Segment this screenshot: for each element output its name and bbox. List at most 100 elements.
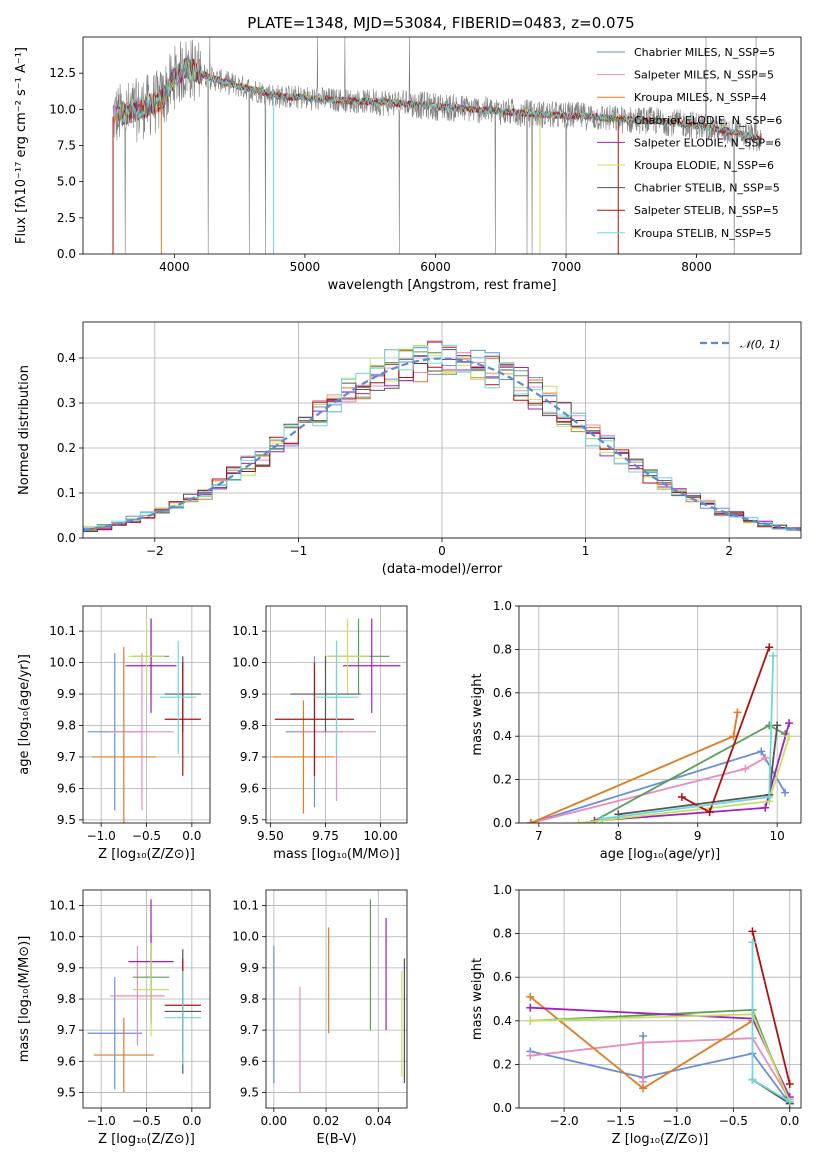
x-tick-label: 10.00 (363, 829, 397, 843)
weight-series-line (530, 1037, 791, 1100)
weight-point-marker (526, 1051, 535, 1060)
weight-point-marker (598, 814, 607, 823)
figure-title: PLATE=1348, MJD=53084, FIBERID=0483, z=0… (247, 14, 634, 32)
mass_vs_ebv-panel: 0.00 0.02 0.04 9.5 9.6 9.7 9.8 9.9 10.0 10.1 E(B-V… (232, 889, 408, 1147)
weight-point-marker (773, 721, 782, 730)
x-tick-label: 0.00 (260, 1114, 287, 1128)
y-tick-label: 0.4 (493, 1014, 512, 1028)
x-axis-label: mass [log₁₀(M/M⊙)] (273, 847, 400, 862)
weight-point-marker (748, 938, 757, 947)
x-axis-label: wavelength [Angstrom, rest frame] (328, 278, 557, 293)
weight-point-marker (785, 732, 794, 741)
axes-frame (265, 605, 408, 824)
gaussian-curve (83, 357, 801, 532)
legend-entry: 𝒩(0, 1) (740, 338, 780, 351)
y-tick-label: 9.8 (240, 992, 259, 1006)
y-tick-label: 0.1 (57, 486, 76, 500)
weight-point-marker (781, 788, 790, 797)
spectrum-panel: 4000 5000 6000 7000 8000 0.0 2.5 5.0 7.5 10.0 12.5… (14, 36, 802, 293)
weight-point-marker (526, 992, 535, 1001)
weight-point-marker (526, 1016, 535, 1025)
weight-point-marker (769, 651, 778, 660)
axes-frame (82, 36, 802, 255)
x-tick-label: −1 (290, 544, 308, 558)
x-tick-label: 7000 (551, 260, 582, 274)
y-tick-label: 9.7 (240, 750, 259, 764)
weight-point-marker (748, 1075, 757, 1084)
y-tick-label: 10.0 (232, 656, 259, 670)
plot-area (526, 927, 794, 1108)
y-tick-label: 0.6 (493, 686, 512, 700)
x-tick-label: 6000 (420, 260, 451, 274)
axes-frame (82, 605, 211, 824)
legend-entry: Kroupa ELODIE, N_SSP=6 (634, 159, 774, 172)
x-tick-label: 0.0 (182, 829, 201, 843)
x-tick-label: 7 (535, 829, 543, 843)
x-tick-label: −2.0 (550, 1114, 579, 1128)
legend-entry: Kroupa STELIB, N_SSP=5 (634, 227, 772, 240)
axes-frame (518, 605, 802, 824)
weight-point-marker (757, 747, 766, 756)
x-tick-label: 0.04 (365, 1114, 392, 1128)
x-axis-label: Z [log₁₀(Z/Z⊙)] (98, 847, 195, 862)
age_vs_Z-panel: −1.0 −0.5 0.0 9.5 9.6 9.7 9.8 9.9 10.0 10.1 Z [log… (17, 605, 211, 862)
legend-entry: Chabrier MILES, N_SSP=5 (634, 46, 775, 59)
weight-point-marker (761, 803, 770, 812)
weight-series-line (681, 646, 771, 814)
y-tick-label: 2.5 (57, 211, 76, 225)
y-tick-label: 9.8 (57, 719, 76, 733)
weight_vs_age-panel: 7 8 9 10 0.0 0.2 0.4 0.6 0.8 1.0 age [log₁₀(age/yr… (470, 599, 802, 862)
x-tick-label: 8000 (681, 260, 712, 274)
y-tick-label: 0.2 (493, 773, 512, 787)
x-tick-label: −0.5 (132, 829, 161, 843)
plot-area (273, 899, 405, 1093)
axes-frame (265, 889, 408, 1109)
weight-series-line (530, 1008, 791, 1104)
y-tick-label: 9.9 (57, 687, 76, 701)
weight-point-marker (785, 1097, 794, 1106)
y-tick-label: 9.7 (57, 1023, 76, 1037)
weight-point-marker (761, 753, 770, 762)
x-tick-label: −0.5 (132, 1114, 161, 1128)
x-tick-label: −0.5 (719, 1114, 748, 1128)
y-tick-label: 9.5 (57, 813, 76, 827)
plot-area (83, 340, 801, 533)
x-tick-label: 0.02 (313, 1114, 340, 1128)
weight-series-line (594, 722, 790, 822)
weight-point-marker (526, 819, 535, 823)
weight-point-marker (526, 1003, 535, 1012)
y-axis-label: mass weight (470, 673, 485, 755)
x-tick-label: 1 (582, 544, 590, 558)
y-tick-label: 0.2 (57, 441, 76, 455)
y-tick-label: 9.5 (240, 813, 259, 827)
weight-point-marker (748, 927, 757, 936)
y-tick-label: 1.0 (493, 883, 512, 897)
x-tick-label: 0.0 (182, 1114, 201, 1128)
legend-entry: Salpeter ELODIE, N_SSP=6 (634, 136, 781, 149)
y-axis-label: age [log₁₀(age/yr)] (17, 654, 32, 775)
legend-entry: Salpeter STELIB, N_SSP=5 (634, 204, 779, 217)
legend-entry: Salpeter MILES, N_SSP=5 (634, 69, 774, 82)
x-tick-label: 2 (725, 544, 733, 558)
weight-point-marker (639, 1084, 648, 1093)
y-tick-label: 0.4 (57, 351, 76, 365)
axes-frame (518, 889, 802, 1109)
x-tick-label: −1.0 (662, 1114, 691, 1128)
y-axis-label: mass weight (470, 958, 485, 1040)
x-tick-label: 0.0 (780, 1114, 799, 1128)
y-tick-label: 9.6 (57, 781, 76, 795)
y-tick-label: 7.5 (57, 139, 76, 153)
y-tick-label: 10.0 (49, 930, 76, 944)
y-tick-label: 9.6 (240, 1054, 259, 1068)
x-axis-label: E(B-V) (316, 1132, 356, 1147)
legend-entry: Chabrier STELIB, N_SSP=5 (634, 182, 780, 195)
y-tick-label: 0.4 (493, 729, 512, 743)
x-tick-label: 9.50 (257, 829, 284, 843)
y-tick-label: 0.0 (57, 531, 76, 545)
model-spectrum-line-kroupa_stelib (118, 59, 762, 144)
x-tick-label: 8 (614, 829, 622, 843)
legend-entry: Chabrier ELODIE, N_SSP=6 (634, 114, 782, 127)
plot-area (272, 618, 401, 814)
y-tick-label: 9.7 (240, 1023, 259, 1037)
